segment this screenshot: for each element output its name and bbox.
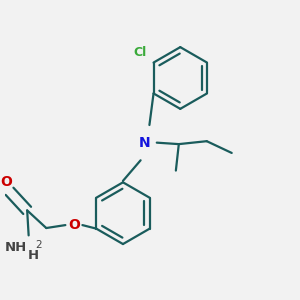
Text: H: H	[28, 250, 39, 262]
Text: O: O	[68, 218, 80, 232]
Text: N: N	[139, 136, 151, 150]
Text: O: O	[0, 175, 12, 189]
Text: NH: NH	[5, 241, 27, 254]
Text: 2: 2	[36, 240, 42, 250]
Text: Cl: Cl	[133, 46, 146, 59]
